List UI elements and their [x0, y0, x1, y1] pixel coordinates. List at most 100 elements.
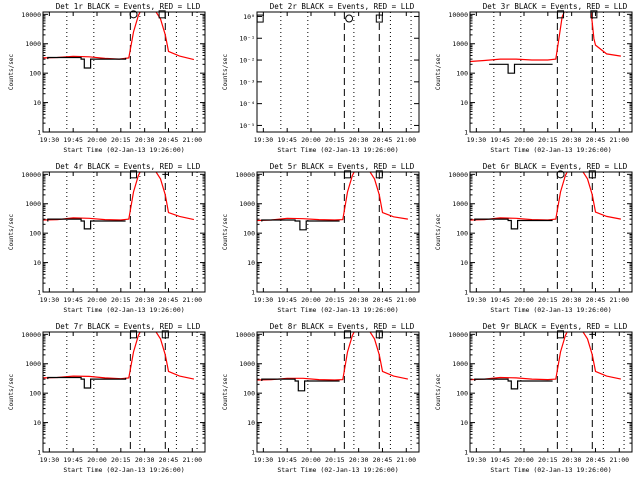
y-tick-label: 100 — [29, 70, 41, 78]
y-tick-label: 100 — [456, 390, 468, 398]
lld-series-line — [43, 12, 195, 61]
x-tick-label: 20:15 — [325, 136, 345, 144]
panel-det-7: Det 7r BLACK = Events, RED = LLD 19:30 19:… — [8, 322, 206, 474]
x-tick-label: 20:45 — [159, 136, 179, 144]
x-tick-label: 20:30 — [135, 136, 155, 144]
x-tick-label: 20:45 — [586, 136, 606, 144]
x-tick-label: 21:00 — [397, 136, 417, 144]
x-tick-label: 20:30 — [349, 456, 369, 464]
x-tick-label: 20:45 — [159, 456, 179, 464]
panel-title: Det 1r BLACK = Events, RED = LLD — [56, 2, 201, 11]
panel-det-5: Det 5r BLACK = Events, RED = LLD 19:30 19:… — [222, 162, 420, 314]
x-tick-label: 20:00 — [87, 456, 107, 464]
x-tick-label: 20:15 — [538, 136, 558, 144]
y-tick-label: 100 — [29, 230, 41, 238]
y-tick-label: 1 — [37, 449, 41, 457]
x-tick-label: 20:15 — [325, 296, 345, 304]
x-tick-label: 19:45 — [63, 456, 83, 464]
y-axis-label: Counts/sec — [222, 374, 229, 411]
plot-frame — [42, 11, 206, 133]
y-tick-label: 100 — [243, 230, 255, 238]
x-tick-label: 20:00 — [301, 296, 321, 304]
x-tick-label: 19:30 — [40, 136, 60, 144]
circle-marker — [129, 10, 138, 19]
x-tick-label: 20:15 — [538, 456, 558, 464]
x-tick-label: 20:45 — [586, 456, 606, 464]
panel-det-8: Det 8r BLACK = Events, RED = LLD 19:30 19:… — [222, 322, 420, 474]
y-tick-label: 10000 — [235, 331, 255, 339]
x-tick-label: 20:00 — [301, 456, 321, 464]
y-tick-label: 1000 — [452, 200, 468, 208]
y-tick-label: 1 — [251, 449, 255, 457]
x-tick-label: 19:45 — [277, 136, 297, 144]
events-series-line — [261, 378, 340, 392]
x-tick-label: 20:30 — [562, 296, 582, 304]
x-tick-label: 20:45 — [373, 136, 393, 144]
x-tick-label: 21:00 — [397, 296, 417, 304]
x-tick-label: 21:00 — [183, 456, 203, 464]
x-tick-label: 20:15 — [111, 456, 131, 464]
y-axis-label: Counts/sec — [435, 54, 442, 91]
events-series-line — [474, 378, 553, 390]
y-tick-label: 10⁻¹ — [239, 35, 255, 43]
x-tick-label: 19:30 — [254, 136, 274, 144]
y-axis-label: Counts/sec — [435, 214, 442, 251]
x-tick-label: 20:30 — [135, 296, 155, 304]
x-tick-label: 21:00 — [183, 136, 203, 144]
x-tick-label: 20:45 — [586, 296, 606, 304]
x-axis-label: Start Time (02-Jan-13 19:26:00) — [490, 146, 611, 154]
y-tick-label: 1 — [464, 449, 468, 457]
x-tick-label: 19:45 — [490, 296, 510, 304]
panel-title: Det 8r BLACK = Events, RED = LLD — [270, 322, 415, 331]
y-tick-label: 10⁻³ — [239, 78, 255, 86]
x-axis-label: Start Time (02-Jan-13 19:26:00) — [63, 306, 184, 314]
plot-frame — [469, 171, 633, 293]
square-marker — [130, 330, 138, 339]
x-tick-label: 19:45 — [63, 136, 83, 144]
events-series-line — [474, 218, 553, 230]
x-axis-label: Start Time (02-Jan-13 19:26:00) — [490, 466, 611, 474]
panel-det-1: Det 1r BLACK = Events, RED = LLD 19:30 19:… — [8, 2, 206, 154]
x-tick-label: 20:00 — [514, 456, 534, 464]
x-tick-label: 19:30 — [467, 136, 487, 144]
y-tick-label: 10 — [247, 259, 255, 267]
y-tick-label: 10 — [460, 259, 468, 267]
events-series-line — [47, 376, 127, 389]
y-tick-label: 10⁰ — [243, 13, 255, 21]
x-tick-label: 20:45 — [373, 456, 393, 464]
x-tick-label: 21:00 — [610, 136, 630, 144]
y-axis-label: Counts/sec — [435, 374, 442, 411]
y-axis-label: Counts/sec — [8, 54, 15, 91]
panel-title: Det 4r BLACK = Events, RED = LLD — [56, 162, 201, 171]
plot-frame — [42, 171, 206, 293]
y-tick-label: 10 — [247, 419, 255, 427]
x-tick-label: 21:00 — [610, 296, 630, 304]
square-marker — [557, 330, 565, 339]
plot-frame — [256, 171, 420, 293]
x-tick-label: 20:15 — [111, 296, 131, 304]
y-tick-label: 1 — [37, 129, 41, 137]
y-axis-label: Counts/sec — [222, 54, 229, 91]
x-tick-label: 20:15 — [111, 136, 131, 144]
square-marker — [344, 330, 352, 339]
x-axis-label: Start Time (02-Jan-13 19:26:00) — [63, 466, 184, 474]
x-axis-label: Start Time (02-Jan-13 19:26:00) — [277, 146, 398, 154]
square-marker — [158, 10, 166, 19]
y-tick-label: 1000 — [239, 200, 255, 208]
plot-frame — [256, 331, 420, 453]
y-tick-label: 10⁻² — [239, 57, 255, 65]
lld-series-line — [43, 332, 195, 380]
x-tick-label: 19:30 — [254, 296, 274, 304]
y-tick-label: 10000 — [448, 331, 468, 339]
panel-title: Det 9r BLACK = Events, RED = LLD — [483, 322, 628, 331]
square-marker — [344, 170, 352, 179]
panel-title: Det 2r BLACK = Events, RED = LLD — [270, 2, 415, 11]
y-tick-label: 1000 — [25, 40, 41, 48]
y-tick-label: 1000 — [452, 40, 468, 48]
square-marker — [557, 10, 565, 19]
y-tick-label: 10⁻⁴ — [239, 100, 255, 108]
x-tick-label: 21:00 — [397, 456, 417, 464]
panel-title: Det 5r BLACK = Events, RED = LLD — [270, 162, 415, 171]
x-axis-label: Start Time (02-Jan-13 19:26:00) — [490, 306, 611, 314]
x-tick-label: 20:45 — [373, 296, 393, 304]
